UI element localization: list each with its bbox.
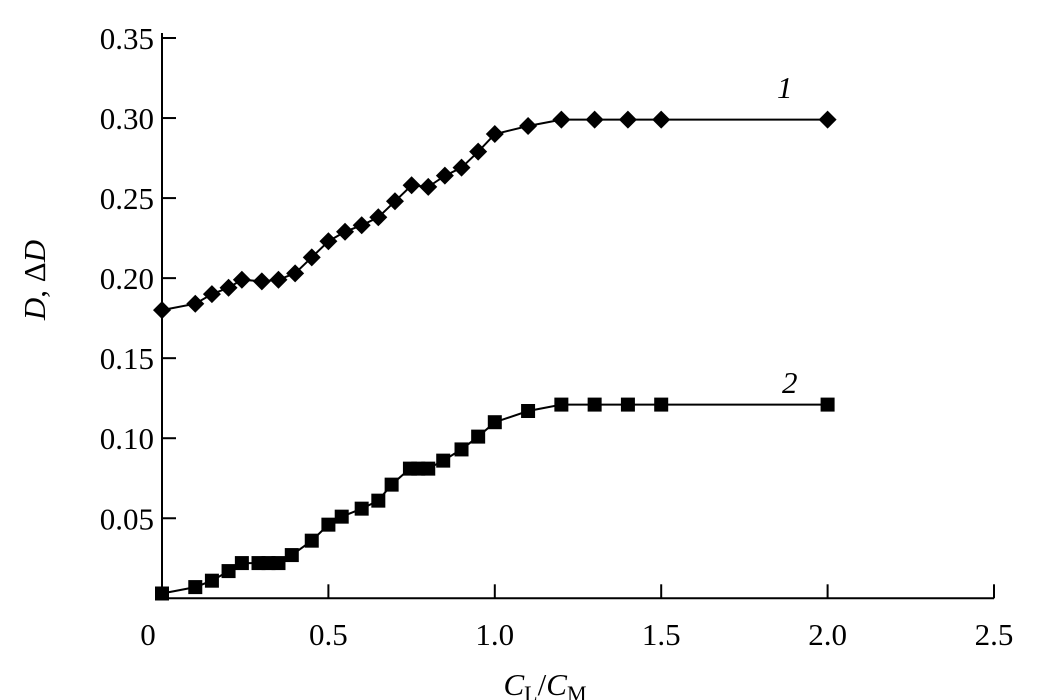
data-point-series-1 — [352, 216, 371, 235]
data-point-series-2 — [521, 403, 536, 418]
data-point-series-2 — [304, 533, 319, 548]
data-point-series-1 — [585, 110, 604, 129]
x-tick-label: 2.0 — [808, 617, 847, 652]
data-point-series-1 — [232, 270, 251, 289]
data-point-series-1 — [319, 232, 338, 251]
data-point-series-2 — [654, 397, 669, 412]
data-point-series-1 — [252, 272, 271, 291]
data-point-series-2 — [421, 461, 436, 476]
data-point-series-1 — [419, 177, 438, 196]
data-point-series-2 — [436, 453, 451, 468]
data-point-series-2 — [204, 573, 219, 588]
x-tick-label: 1.0 — [475, 617, 514, 652]
series-group — [153, 110, 837, 601]
data-point-series-2 — [471, 429, 486, 444]
series-label-1: 1 — [777, 70, 793, 105]
data-point-series-1 — [369, 208, 388, 227]
data-point-series-2 — [554, 397, 569, 412]
data-point-series-1 — [519, 117, 538, 136]
series-line-2 — [161, 403, 828, 595]
x-axis-label: CL/CM — [503, 667, 586, 700]
data-point-series-2 — [620, 397, 635, 412]
data-point-series-2 — [354, 501, 369, 516]
data-point-series-1 — [286, 264, 305, 283]
data-point-series-1 — [452, 158, 471, 177]
data-point-series-2 — [221, 564, 236, 579]
axes: 0 0.5 1.0 1.5 2.0 2.5 0.05 0.10 0.15 0.20 0.25 0.30… — [100, 21, 1014, 652]
data-point-series-2 — [284, 548, 299, 563]
data-point-series-2 — [820, 397, 835, 412]
data-point-series-1 — [652, 110, 671, 129]
data-point-series-1 — [269, 270, 288, 289]
data-point-series-2 — [454, 442, 469, 457]
data-point-series-2 — [321, 517, 336, 532]
y-tick-label: 0.20 — [100, 261, 154, 296]
y-tick-label: 0.10 — [100, 421, 154, 456]
data-point-series-2 — [188, 580, 203, 595]
data-point-series-2 — [371, 493, 386, 508]
data-point-series-1 — [552, 110, 571, 129]
data-point-series-2 — [487, 415, 502, 430]
data-point-series-1 — [302, 248, 321, 267]
x-tick-label: 1.5 — [642, 617, 681, 652]
data-point-series-2 — [234, 556, 249, 571]
data-point-series-1 — [618, 110, 637, 129]
series-label-2: 2 — [782, 365, 798, 400]
y-tick-label: 0.35 — [100, 21, 154, 56]
data-point-series-2 — [271, 556, 286, 571]
data-point-series-1 — [153, 301, 171, 320]
data-point-series-1 — [202, 285, 221, 304]
data-point-series-1 — [385, 192, 404, 211]
data-point-series-1 — [469, 142, 488, 161]
data-point-series-1 — [336, 222, 355, 241]
data-point-series-1 — [435, 166, 454, 185]
y-axis-label: D, ΔD — [17, 240, 52, 321]
data-point-series-2 — [155, 586, 169, 601]
x-tick-label: 2.5 — [975, 617, 1014, 652]
data-point-series-2 — [334, 509, 349, 524]
data-point-series-1 — [402, 176, 421, 195]
data-point-series-1 — [186, 294, 205, 313]
y-tick-label: 0.15 — [100, 341, 154, 376]
y-tick-label: 0.05 — [100, 501, 154, 536]
y-tick-label: 0.30 — [100, 101, 154, 136]
data-point-series-1 — [818, 110, 837, 129]
y-tick-label: 0.25 — [100, 181, 154, 216]
x-tick-label: 0.5 — [309, 617, 348, 652]
data-point-series-2 — [587, 397, 602, 412]
x-tick-label: 0 — [140, 617, 156, 652]
data-point-series-2 — [384, 477, 399, 492]
data-point-series-1 — [219, 278, 238, 297]
data-point-series-1 — [485, 125, 504, 144]
